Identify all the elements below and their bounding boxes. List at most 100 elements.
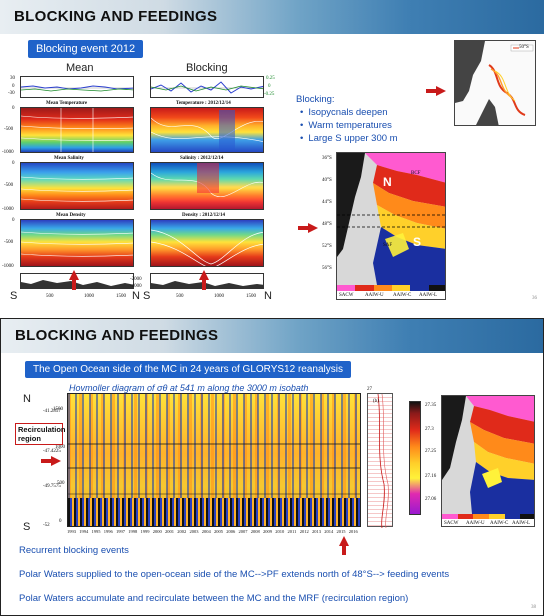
year-tick: 1995 [91,529,101,534]
south-label-left: S [10,290,18,302]
year-tick: 1994 [79,529,89,534]
lat-36: 36°S [322,156,332,161]
water2-aaiw-l: AAIW-L [512,521,531,526]
bathy-depth-4000: -4000 [130,284,142,289]
blocking-line-svg [151,81,263,94]
slide-banner-2: BLOCKING AND FEEDINGS [1,319,543,353]
year-tick: 2000 [152,529,162,534]
ytick-top-1: 30 [10,76,15,81]
small-map-legend: 50°S [519,45,529,50]
map-bcf-label: BCF [411,171,421,176]
cbar-tick-1: 27.35 [425,403,437,408]
section-arrow-stem [298,226,310,230]
south-label-mid: S [143,290,151,302]
map-arrow-stem [426,89,438,93]
map-s-label: S [413,235,422,249]
depth-500-r2: -500 [4,183,14,188]
depth-500-r3: -500 [4,240,14,245]
year-tick: 2001 [165,529,174,534]
legend2-swatch-5 [504,514,521,519]
north-label-right: N [264,290,272,302]
lat-40: 40°S [322,178,332,183]
xtick-1000-right: 1000 [214,294,224,299]
depth-0-r2: 0 [12,161,15,166]
year-tick: 1998 [128,529,138,534]
mean-line-svg [21,85,133,92]
map-legend-bar [337,285,445,291]
blocking-velocity-lineplot [150,76,264,98]
dist-tick-0: 0 [59,519,62,524]
lat-52: 52°S [322,244,332,249]
mean-density-section [20,219,134,267]
mean-bathy-svg [21,280,133,288]
water-label-aaiw-l: AAIW-L [419,293,438,298]
cbar-tick-4: 27.16 [425,474,437,479]
year-tick: 2014 [324,529,334,534]
hov-overlay-svg [68,443,360,495]
cbar-tick-3: 27.25 [425,449,437,454]
ytick-right-1: 0.25 [266,76,275,81]
year-tick: 2013 [312,529,321,534]
column-label-blocking: Blocking [186,62,228,74]
legend-swatch-2 [373,285,392,291]
front-map-small-svg [442,396,534,514]
note-feeding-events: Polar Waters supplied to the open-ocean … [19,569,450,580]
legend2-swatch-4 [489,514,505,519]
note-recurrent-blocking: Recurrent blocking events [19,545,129,556]
hovmoller-title: Hovmoller diagram of σθ at 541 m along t… [69,383,309,393]
panel-title-mean-den: Mean Density [56,213,86,218]
year-tick: 2011 [287,529,297,534]
mean-temperature-section [20,107,134,153]
ytick-right-3: -0.25 [264,92,275,97]
slide-open-ocean-glorys12: BLOCKING AND FEEDINGS The Open Ocean sid… [0,318,544,616]
depth-1000-r2: -1000 [2,207,14,212]
ytick-top-2: 0 [12,84,15,89]
blocking-bullet-list: Isopycnals deepen Warm temperatures Larg… [296,106,398,145]
up-arrow-stem-mean [72,278,76,290]
lat-tick-1: -41.2857 [43,409,61,414]
south-label-2: S [23,521,31,533]
lat-tick-3: -49.7575 [43,484,61,489]
legend-swatch-sacw [337,285,356,291]
slide-banner: BLOCKING AND FEEDINGS [0,0,544,34]
lat-tick-4: -52 [43,523,50,528]
side-tag-2: (b) [373,399,379,404]
year-tick: 2012 [299,529,309,534]
depth-1000-r1: -1000 [2,150,14,155]
section-arrow [308,223,318,233]
note-recirculation: Polar Waters accumulate and recirculate … [19,593,409,604]
lat-44: 44°S [322,200,332,205]
xtick-1500-right: 1500 [246,294,256,299]
cbar-tick-5: 27.06 [425,497,437,502]
north-label-mid: N [132,290,140,302]
year-tick: 2006 [226,529,236,534]
map-saf-label: SAF [383,243,393,248]
blocking-bullets: Blocking: Isopycnals deepen Warm tempera… [296,93,398,145]
year-tick: 2005 [214,529,223,534]
dist-tick-1500: 1500 [53,407,63,412]
bullet-item: Large S upper 300 m [300,132,397,145]
cbar-tick-2: 27.3 [425,427,434,432]
slide-blocking-event-2012: BLOCKING AND FEEDINGS Blocking event 201… [0,0,544,305]
map-arrow [436,86,446,96]
ytick-top-3: -30 [8,91,15,96]
front-map-small: SACW AAIW-U AAIW-C AAIW-L [441,395,535,527]
block-temp-contours [151,110,263,150]
legend2-swatch-6 [520,514,534,519]
front-classification-map: N S BCF SAF SACW AAIW-U AAIW-C AAIW-L [336,152,446,300]
mean-salinity-section [20,162,134,210]
panel-title-mean-temp: Mean Temperature [46,101,88,106]
bullet-item: Warm temperatures [300,119,398,132]
depth-0-r1: 0 [12,106,15,111]
water2-aaiw-u: AAIW-U [466,521,485,526]
legend2-swatch-1 [442,514,458,519]
lat-56: 56°S [322,266,332,271]
year-tick: 2004 [201,529,211,534]
year-tick: 1993 [67,529,76,534]
small-location-map: 50°S [454,40,536,126]
mean-den-contours [21,231,133,257]
water2-aaiw-c: AAIW-C [490,521,509,526]
legend-swatch-1 [355,285,374,291]
year-tick: 2016 [348,529,358,534]
xtick-1000-left: 1000 [84,294,94,299]
